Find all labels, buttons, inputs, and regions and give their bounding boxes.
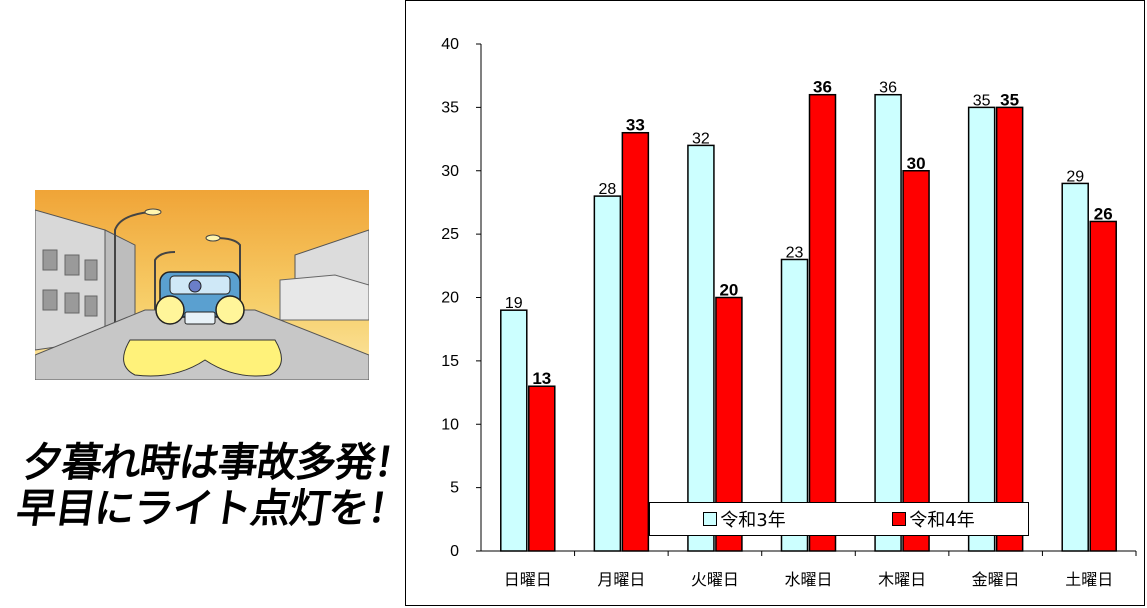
legend-item-series-1: 令和3年: [703, 506, 786, 532]
y-tick-label: 40: [441, 36, 459, 53]
safety-slogan: 夕暮れ時は事故多発！ 早目にライト点灯を！: [13, 440, 417, 532]
value-label-series-2: 26: [1094, 204, 1113, 223]
bar-series-2: [528, 385, 556, 552]
category-label: 金曜日: [972, 570, 1020, 589]
value-label-series-1: 29: [1066, 168, 1084, 185]
value-label-series-1: 36: [879, 80, 897, 97]
y-tick-label: 0: [450, 543, 459, 560]
chart-frame: 0 5 10 15 20 25 30 35 40 19 13 28 33 32 20 23 36 36 30 35 3…: [405, 0, 1145, 606]
legend-swatch-series-1: [703, 512, 718, 526]
category-label: 木曜日: [878, 570, 926, 589]
bar-series-2: [902, 170, 930, 552]
bar-series-1: [967, 106, 996, 552]
car-headlights-illustration: [35, 190, 369, 380]
value-label-series-2: 33: [626, 116, 645, 135]
chart-legend: 令和3年 令和4年: [649, 502, 1029, 536]
value-label-series-2: 13: [532, 369, 551, 388]
chart-bars: [500, 93, 1117, 552]
y-tick-label: 15: [441, 353, 459, 370]
bar-series-1: [500, 309, 528, 552]
value-label-series-2: 36: [813, 78, 832, 97]
bar-series-2: [995, 106, 1024, 552]
legend-label-series-1: 令和3年: [720, 510, 786, 531]
value-label-series-2: 35: [1000, 90, 1019, 109]
bar-series-1: [1061, 182, 1089, 552]
slogan-line-2: 早目にライト点灯を！: [13, 486, 410, 532]
y-tick-label: 35: [441, 99, 459, 116]
chart-category-labels: 日曜日 月曜日 火曜日 水曜日 木曜日 金曜日 土曜日: [504, 570, 1113, 589]
bar-series-2: [621, 131, 650, 552]
value-label-series-1: 35: [973, 92, 991, 109]
category-label: 火曜日: [691, 570, 739, 589]
bar-series-2: [808, 93, 837, 552]
legend-swatch-series-2: [892, 512, 907, 526]
legend-item-series-2: 令和4年: [892, 506, 975, 532]
car-icon: [155, 271, 245, 325]
value-label-series-1: 23: [786, 244, 804, 261]
chart-axes: 0 5 10 15 20 25 30 35 40: [441, 36, 1137, 560]
slogan-line-1: 夕暮れ時は事故多発！: [20, 440, 417, 486]
category-label: 月曜日: [597, 570, 645, 589]
bar-series-1: [874, 93, 902, 552]
category-label: 水曜日: [784, 570, 832, 589]
value-label-series-1: 28: [598, 181, 616, 198]
headlight-beam: [123, 339, 282, 377]
value-label-series-1: 19: [505, 295, 523, 312]
value-label-series-2: 30: [907, 154, 926, 173]
category-label: 土曜日: [1065, 570, 1113, 589]
y-tick-label: 5: [450, 480, 459, 497]
y-tick-label: 30: [441, 163, 459, 180]
bar-chart: 0 5 10 15 20 25 30 35 40 19 13 28 33 32 20 23 36 36 30 35 3…: [441, 36, 1137, 589]
value-label-series-1: 32: [692, 130, 710, 147]
bar-series-1: [687, 144, 715, 552]
bar-series-2: [1089, 220, 1117, 552]
y-tick-label: 10: [441, 416, 459, 433]
legend-label-series-2: 令和4年: [909, 510, 975, 531]
bar-series-1: [593, 195, 622, 552]
y-tick-label: 20: [441, 290, 459, 307]
category-label: 日曜日: [504, 570, 552, 589]
value-label-series-2: 20: [719, 281, 738, 300]
chart-value-labels: 19 13 28 33 32 20 23 36 36 30 35 35 29 26: [505, 78, 1113, 389]
y-tick-label: 25: [441, 226, 459, 243]
